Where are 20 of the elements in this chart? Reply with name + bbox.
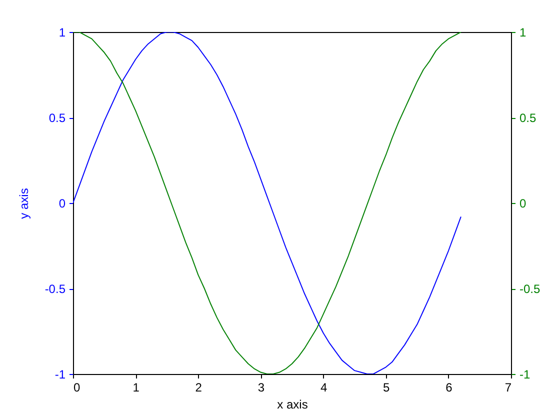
y-tick-label: -0.5 [44,282,66,296]
x-tick-label: 1 [132,380,140,394]
y2-tick-label: 1 [520,26,526,40]
y2-tick-label: -0.5 [520,282,541,296]
y-tick-label: -1 [54,368,66,382]
x-tick-label: 4 [320,380,328,394]
x-tick-label: 0 [74,380,80,394]
x-tick-label: 3 [258,380,265,394]
x-tick-label: 2 [195,380,202,394]
y-tick-label: 1 [58,26,66,40]
x-tick-label: 7 [504,380,512,394]
y2-tick-label: -1 [520,368,530,382]
x-tick-label: 5 [383,380,390,394]
y-axis-title: y axis [16,188,31,219]
y-tick-label: 0 [58,196,66,210]
y-tick-label: 0.5 [48,111,66,125]
x-tick-label: 6 [446,380,453,394]
y2-tick-label: 0 [520,196,526,210]
x-axis-title: x axis [277,398,308,412]
y2-tick-label: 0.5 [520,111,537,125]
